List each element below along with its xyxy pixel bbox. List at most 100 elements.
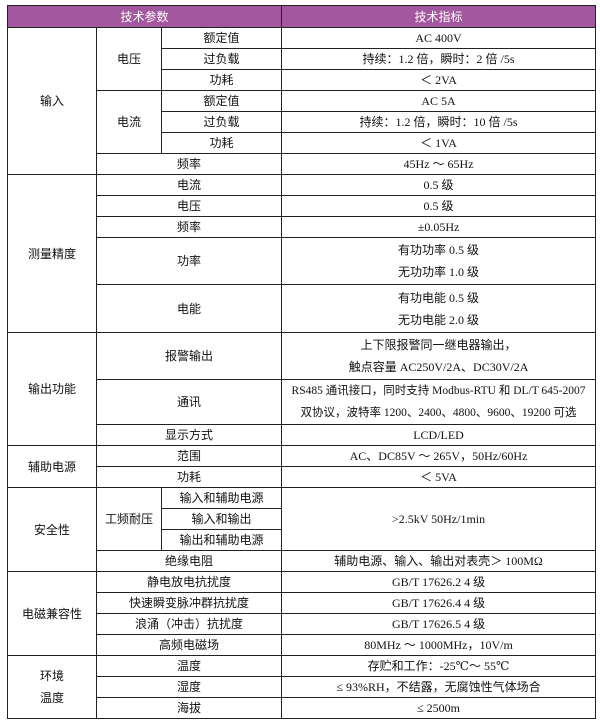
value-line: 无功功率 1.0 级 — [398, 265, 480, 279]
group-safety: 安全性 — [7, 487, 97, 572]
table-row: 环境 温度 温度 存贮和工作：-25℃～ 55℃ — [7, 655, 597, 719]
value: GB/T 17626.2 4 级 — [281, 571, 597, 593]
value: >2.5kV 50Hz/1min — [281, 487, 597, 551]
group-line: 环境 — [39, 669, 64, 683]
value: AC 5A — [281, 90, 597, 112]
table-row: 功率 有功功率 0.5 级无功功率 1.0 级 — [8, 237, 597, 285]
value: 存贮和工作：-25℃～ 55℃ — [281, 655, 597, 677]
group-aux: 辅助电源 — [7, 445, 97, 488]
value-line: 双协议，波特率 1200、2400、4800、9600、19200 可选 — [300, 407, 577, 419]
param: 额定值 — [160, 90, 283, 112]
table-row: 过负载 持续：1.2 倍，瞬时：10 倍 /5s — [8, 111, 597, 133]
group-emc: 电磁兼容性 — [7, 571, 97, 656]
param: 输入和辅助电源 — [160, 487, 283, 509]
param: 功率 — [95, 237, 283, 285]
value: ±0.05Hz — [281, 216, 597, 238]
table-row: 输出和辅助电源 — [8, 529, 596, 551]
value-line: 无功电能 2.0 级 — [398, 312, 480, 327]
value: GB/T 17626.4 4 级 — [281, 592, 597, 614]
param: 静电放电抗扰度 — [95, 571, 283, 593]
param: 频率 — [95, 153, 283, 175]
table-row: 频率 45Hz ～ 65Hz — [8, 153, 597, 175]
param: 过负载 — [160, 48, 283, 70]
table-row: 湿度 ≤ 93%RH，不结露，无腐蚀性气体场合 — [8, 676, 597, 698]
param: 额定值 — [160, 27, 283, 49]
param: 功耗 — [160, 69, 283, 91]
param: 电压 — [95, 195, 283, 217]
param: 显示方式 — [95, 424, 283, 446]
value-line: 上下限报警同一继电器输出， — [360, 338, 517, 352]
param: 报警输出 — [95, 332, 283, 380]
value-line: RS485 通讯接口，同时支持 Modbus-RTU 和 DL/T 645-20… — [291, 385, 586, 397]
value-line: 有功功率 0.5 级 — [398, 243, 480, 257]
param: 温度 — [95, 655, 283, 677]
value-line: 有功电能 0.5 级 — [398, 290, 480, 305]
group-env: 环境 温度 — [7, 655, 97, 719]
param: 快速瞬变脉冲群抗扰度 — [95, 592, 283, 614]
header-spec: 技术指标 — [281, 5, 597, 28]
param: 输入和输出 — [160, 508, 283, 530]
table-row: 辅助电源 范围 AC、DC85V ～ 265V，50Hz/60Hz — [7, 445, 597, 488]
param: 输出和辅助电源 — [160, 529, 283, 551]
table-row: 安全性 工频耐压 输入和辅助电源 >2.5kV 50Hz/1min — [7, 487, 597, 572]
header-row: 技术参数 技术指标 — [6, 5, 597, 28]
table-row: 输出功能 报警输出 上下限报警同一继电器输出， 触点容量 AC250V/2A、DC… — [7, 332, 597, 446]
group-input: 输入 — [7, 27, 97, 175]
param: 绝缘电阻 — [95, 550, 283, 572]
value: 45Hz ～ 65Hz — [281, 153, 597, 175]
group-line: 温度 — [39, 691, 64, 705]
value: GB/T 17626.5 4 级 — [281, 613, 597, 635]
table-row: 电压 0.5 级 — [8, 195, 597, 217]
param: 电能 — [95, 284, 283, 333]
value: ＜ 5VA — [281, 466, 597, 488]
sub-current: 电流 — [96, 90, 162, 154]
table-row: 浪涌（冲击）抗扰度 GB/T 17626.5 4 级 — [8, 613, 597, 635]
table-row: 显示方式 LCD/LED — [8, 424, 597, 446]
table-row: 电流 额定值 AC 5A — [8, 90, 597, 154]
param: 浪涌（冲击）抗扰度 — [95, 613, 283, 635]
table-row: 绝缘电阻 辅助电源、输入、输出对表壳＞ 100MΩ — [8, 550, 597, 572]
param: 过负载 — [160, 111, 283, 133]
value-line: 触点容量 AC250V/2A、DC30V/2A — [348, 360, 529, 374]
param: 范围 — [95, 445, 283, 467]
spec-table: 技术参数 技术指标 输入 电压 额定值 AC 400V 过负载 持续：1.2 倍… — [6, 5, 597, 719]
value: AC 400V — [281, 27, 597, 49]
value: AC、DC85V ～ 265V，50Hz/60Hz — [281, 445, 597, 467]
param: 功耗 — [160, 132, 283, 154]
value: LCD/LED — [281, 424, 597, 446]
group-accuracy: 测量精度 — [7, 174, 97, 333]
param: 频率 — [95, 216, 283, 238]
param: 电流 — [95, 174, 283, 196]
table-row: 输入 电压 额定值 AC 400V — [7, 27, 597, 175]
value: 辅助电源、输入、输出对表壳＞ 100MΩ — [281, 550, 597, 572]
table-row: 高频电磁场 80MHz ～ 1000MHz，10V/m — [8, 634, 597, 656]
value: 0.5 级 — [281, 195, 597, 217]
header-param: 技术参数 — [6, 5, 283, 28]
value: 0.5 级 — [281, 174, 597, 196]
table-row: 电磁兼容性 静电放电抗扰度 GB/T 17626.2 4 级 — [7, 571, 597, 656]
table-row: 海拔 ≤ 2500m — [8, 697, 597, 719]
table-row: 输入和输出 — [8, 508, 596, 530]
value: 80MHz ～ 1000MHz，10V/m — [281, 634, 597, 656]
value: ≤ 93%RH，不结露，无腐蚀性气体场合 — [281, 676, 597, 698]
sub-voltage: 电压 — [96, 27, 162, 91]
param: 功耗 — [95, 466, 283, 488]
param: 通讯 — [95, 379, 283, 425]
table-row: 通讯 RS485 通讯接口，同时支持 Modbus-RTU 和 DL/T 645… — [8, 379, 597, 425]
param: 高频电磁场 — [95, 634, 283, 656]
table-row: 快速瞬变脉冲群抗扰度 GB/T 17626.4 4 级 — [8, 592, 597, 614]
value: 有功功率 0.5 级无功功率 1.0 级 — [281, 237, 597, 285]
table-row: 电能 有功电能 0.5 级无功电能 2.0 级 — [8, 284, 597, 333]
value: ＜ 1VA — [281, 132, 597, 154]
value: ≤ 2500m — [281, 697, 597, 719]
value: ＜ 2VA — [281, 69, 597, 91]
value: 上下限报警同一继电器输出， 触点容量 AC250V/2A、DC30V/2A — [281, 332, 597, 380]
param: 湿度 — [95, 676, 283, 698]
value: 有功电能 0.5 级无功电能 2.0 级 — [281, 284, 597, 333]
sub-withstand: 工频耐压 — [96, 487, 162, 551]
table-row: 测量精度 电流 0.5 级 — [7, 174, 597, 333]
value: 持续：1.2 倍，瞬时：2 倍 /5s — [281, 48, 597, 70]
value: RS485 通讯接口，同时支持 Modbus-RTU 和 DL/T 645-20… — [281, 379, 597, 425]
table-row: 功耗 ＜ 5VA — [8, 466, 597, 488]
param: 海拔 — [95, 697, 283, 719]
